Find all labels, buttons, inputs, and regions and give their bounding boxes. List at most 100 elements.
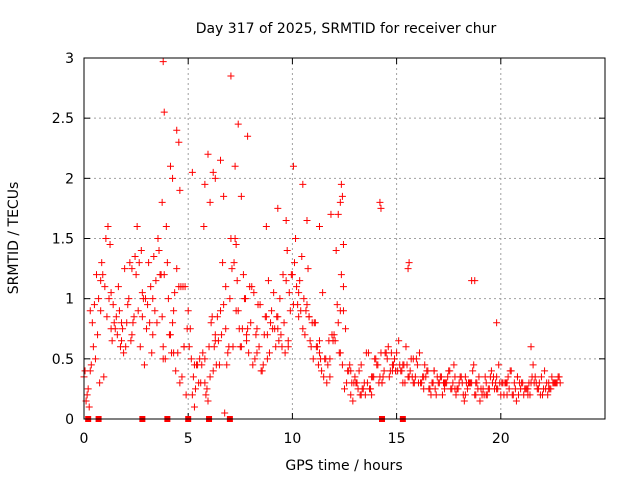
data-point bbox=[399, 379, 407, 387]
data-point bbox=[223, 361, 231, 369]
data-point bbox=[94, 331, 102, 339]
y-tick-label: 2 bbox=[65, 171, 74, 187]
data-point bbox=[207, 319, 215, 327]
data-point bbox=[104, 222, 112, 230]
data-point bbox=[519, 379, 527, 387]
data-point bbox=[109, 301, 117, 309]
data-point bbox=[337, 271, 345, 279]
data-point bbox=[315, 349, 323, 357]
data-point bbox=[249, 361, 257, 369]
data-point bbox=[277, 331, 285, 339]
data-point bbox=[323, 379, 331, 387]
data-point bbox=[427, 391, 435, 399]
data-point bbox=[416, 349, 424, 357]
data-point bbox=[242, 295, 250, 303]
data-point bbox=[441, 385, 449, 393]
data-point bbox=[134, 307, 142, 315]
data-point bbox=[244, 325, 252, 333]
data-point bbox=[217, 307, 225, 315]
data-point bbox=[472, 379, 480, 387]
data-point bbox=[166, 331, 174, 339]
data-point bbox=[102, 235, 110, 242]
data-point bbox=[299, 180, 307, 188]
data-point bbox=[334, 210, 342, 218]
data-point bbox=[309, 355, 317, 363]
data-point bbox=[125, 295, 133, 303]
data-point bbox=[84, 385, 92, 393]
data-point bbox=[314, 361, 322, 369]
data-point bbox=[103, 313, 111, 321]
data-point bbox=[461, 391, 469, 399]
data-point bbox=[90, 301, 98, 309]
data-point bbox=[383, 355, 391, 363]
data-point bbox=[301, 331, 309, 339]
data-point bbox=[200, 222, 208, 230]
axis-ticks: 0 0.5 1 1.5 2 2.5 3 0 5 10 15 20 bbox=[52, 51, 605, 447]
data-point bbox=[172, 367, 180, 375]
data-point bbox=[338, 192, 346, 200]
data-point bbox=[347, 391, 355, 399]
data-point bbox=[536, 391, 544, 399]
data-point bbox=[159, 343, 167, 351]
data-point bbox=[402, 343, 410, 351]
data-point bbox=[294, 301, 302, 309]
data-point bbox=[284, 337, 292, 345]
data-point bbox=[88, 319, 96, 327]
data-point bbox=[527, 343, 535, 351]
data-point bbox=[194, 361, 202, 369]
data-point bbox=[160, 271, 168, 279]
data-point bbox=[326, 355, 334, 363]
data-point bbox=[500, 391, 508, 399]
data-point bbox=[278, 343, 286, 351]
data-point bbox=[327, 210, 335, 218]
data-point bbox=[333, 301, 341, 309]
data-point bbox=[105, 295, 113, 303]
data-point bbox=[118, 337, 126, 345]
data-point bbox=[305, 313, 313, 321]
data-point bbox=[339, 307, 347, 315]
data-point bbox=[188, 168, 196, 176]
data-point bbox=[255, 343, 263, 351]
data-point bbox=[243, 337, 251, 345]
data-point bbox=[206, 198, 214, 206]
data-point bbox=[201, 379, 209, 387]
data-point bbox=[247, 319, 255, 327]
data-point bbox=[214, 337, 222, 345]
data-point bbox=[319, 289, 327, 297]
data-point bbox=[119, 325, 127, 333]
data-point bbox=[493, 319, 501, 327]
data-point bbox=[258, 367, 266, 375]
data-point bbox=[406, 367, 414, 375]
data-point bbox=[108, 337, 116, 345]
data-point bbox=[116, 343, 124, 351]
data-point bbox=[431, 385, 439, 393]
data-point bbox=[306, 337, 314, 345]
data-point bbox=[209, 168, 217, 176]
data-point bbox=[476, 397, 484, 405]
data-point bbox=[203, 385, 211, 393]
data-point bbox=[376, 198, 384, 206]
data-point bbox=[95, 295, 103, 303]
data-point bbox=[89, 343, 97, 351]
data-point bbox=[508, 391, 516, 399]
data-point bbox=[328, 331, 336, 339]
data-point bbox=[162, 222, 170, 230]
data-point bbox=[479, 385, 487, 393]
data-point bbox=[385, 373, 393, 381]
data-point bbox=[555, 373, 563, 381]
data-point bbox=[523, 385, 531, 393]
data-point bbox=[265, 349, 273, 357]
data-point bbox=[312, 343, 320, 351]
y-axis-label: SRMTID / TECUs bbox=[6, 182, 22, 295]
data-point bbox=[231, 235, 239, 242]
data-point bbox=[289, 162, 297, 170]
x-tick-label: 10 bbox=[283, 431, 301, 447]
data-point bbox=[113, 331, 121, 339]
data-point bbox=[274, 313, 282, 321]
data-point bbox=[355, 367, 363, 375]
data-point bbox=[97, 307, 105, 315]
data-point bbox=[300, 295, 308, 303]
data-point bbox=[537, 373, 545, 381]
data-point bbox=[151, 307, 159, 315]
data-point bbox=[232, 241, 240, 249]
